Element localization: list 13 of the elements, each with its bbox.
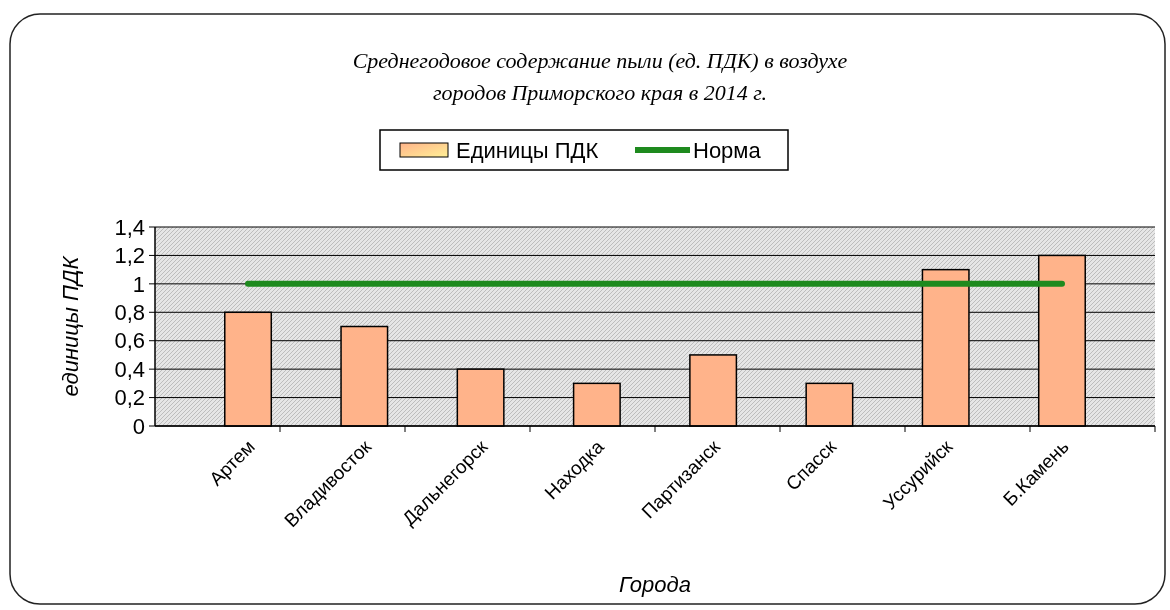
y-tick-label: 1,2 — [114, 243, 145, 269]
legend-label: Норма — [693, 138, 762, 163]
y-tick-label: 0 — [132, 413, 145, 439]
legend-label: Единицы ПДК — [456, 138, 599, 163]
chart-title: Среднегодовое содержание пыли (ед. ПДК) в воздухе городов Приморского края в 2014 г. — [352, 48, 848, 105]
x-axis-title: Города — [619, 572, 691, 597]
y-tick-label: 0,2 — [114, 385, 145, 411]
y-axis-title: единицы ПДК — [58, 255, 83, 397]
y-tick-label: 1,4 — [114, 214, 145, 240]
y-tick-label: 0,8 — [114, 299, 145, 325]
y-tick-label: 0,6 — [114, 328, 145, 354]
y-tick-label: 1 — [132, 271, 145, 297]
y-tick-label: 0,4 — [114, 356, 145, 382]
